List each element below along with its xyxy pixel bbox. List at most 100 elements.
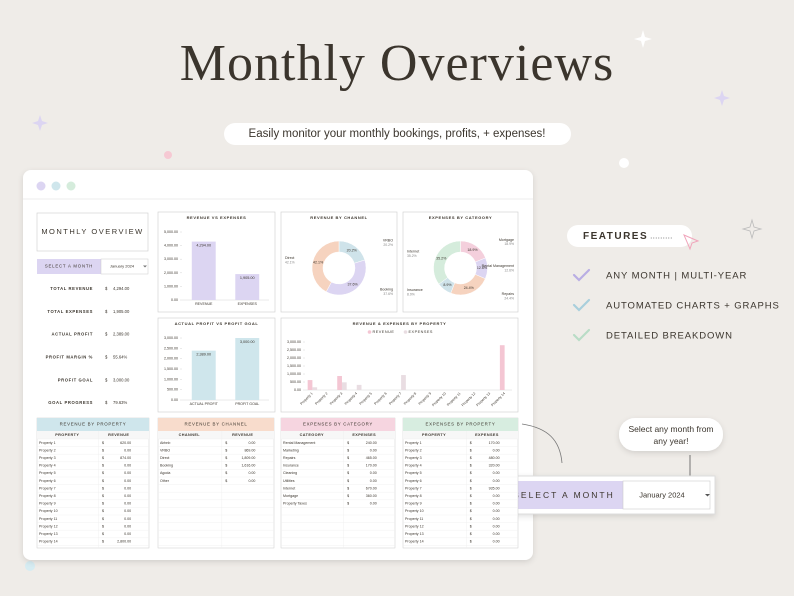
table-cell: VRBO [160,448,170,452]
table-cell: $ [347,486,349,490]
overview-select-label[interactable]: SELECT A MONTH [45,264,93,269]
table-cell: $ [102,494,104,498]
table-cell: 480.00 [489,456,500,460]
select-label[interactable]: SELECT A MONTH [513,490,615,500]
subtitle: Easily monitor your monthly bookings, pr… [249,128,546,140]
table-cell: 935.00 [489,486,500,490]
bar [341,382,347,390]
table-cell: Property 10 [405,509,424,513]
table-cell: $ [102,502,104,506]
table-cell: Property 2 [39,448,56,452]
table-cell: $ [102,524,104,528]
slice-pct-label: 18.9% [504,242,514,246]
metric-label: TOTAL REVENUE [50,286,93,291]
table-cell: 170.00 [366,464,377,468]
slice-name-label: Repairs [502,292,515,296]
table-cell: $ [347,502,349,506]
window-dot [36,181,46,191]
slice-value-label: 12.6% [477,266,488,270]
callout-text-box: Select any month from any year! [628,424,713,446]
table-title: REVENUE BY PROPERTY [60,422,127,427]
table-cell: 360.00 [366,494,377,498]
value-label: 3,000.00 [240,340,255,344]
y-tick-label: 0.00 [171,298,178,302]
table-cell: Property 13 [405,532,424,536]
table-cell: Property 1 [405,441,422,445]
select-month[interactable]: January 2024 [639,490,684,499]
slice-value-label: 20.2% [347,249,358,253]
table-cell: 0.00 [124,509,131,513]
table-cell: Property 3 [39,456,56,460]
y-tick-label: 3,000.00 [287,340,301,344]
table-column-header: PROPERTY [55,433,79,437]
table-cell: Property 9 [405,502,422,506]
table-cell: $ [225,479,227,483]
overview-title: MONTHLY OVERVIEW [41,227,143,236]
decor-sparkle [634,30,652,48]
table-cell: Property 14 [39,540,58,544]
overview-month[interactable]: January 2024 [110,264,135,269]
bar [307,380,313,390]
table-cell: $ [347,441,349,445]
metric-label: PROFIT MARGIN % [46,355,93,360]
table-cell: 0.00 [493,502,500,506]
table-cell: Rental Management [283,441,315,445]
table-cell: Internet [283,486,295,490]
table-cell: $ [470,448,472,452]
table-column-header: REVENUE [108,433,129,437]
table-column-header: CATEGORY [300,433,324,437]
chart-title: REVENUE & EXPENSES BY PROPERTY [353,321,447,326]
table-cell: $ [102,532,104,536]
legend-label: EXPENSES [409,330,433,334]
legend-swatch [403,330,408,334]
select-label-box [505,481,623,509]
decor-dot [25,561,35,571]
table-cell: Property Taxes [283,502,307,506]
chart-title: ACTUAL PROFIT VS PROFIT GOAL [175,321,259,326]
table-cell: $ [225,448,227,452]
y-tick-label: 500.00 [167,388,178,392]
bar [235,274,260,300]
metric-currency: $ [105,377,108,382]
table-cell: 240.00 [366,441,377,445]
overview-title-box [36,212,149,252]
metric-currency: $ [105,286,108,291]
slice-value-label: 42.1% [313,261,324,265]
slice-pct-label: 42.1% [285,260,295,264]
table-cell: $ [225,441,227,445]
slice-value-label: 24.4% [464,286,475,290]
dropdown-arrow [143,265,147,268]
metric-currency: $ [105,355,108,360]
slice-name-label: Mortgage [499,238,514,242]
table-cell: $ [470,494,472,498]
window-dot [66,181,76,191]
table-cell: $ [347,448,349,452]
decor-sparkle [32,115,48,131]
slice-name-label: Direct [285,256,294,260]
slice-pct-label: 12.6% [504,268,514,272]
table-cell: 0.00 [248,471,255,475]
table-cell: $ [470,441,472,445]
slice-pct-label: 24.4% [504,296,514,300]
decor-sparkle [714,90,730,106]
table-cell: 320.00 [489,464,500,468]
table-title: EXPENSES BY PROPERTY [426,422,496,427]
table-cell: Property 14 [405,540,424,544]
table-cell: $ [347,471,349,475]
table-cell: 0.00 [493,517,500,521]
chart-title: REVENUE VS EXPENSES [187,215,247,220]
y-tick-label: 1,500.00 [287,364,301,368]
y-tick-label: 1,000.00 [164,377,178,381]
slice-name-label: VRBO [383,239,393,243]
y-tick-label: 2,500.00 [287,348,301,352]
slice-name-label: Insurance [407,288,423,292]
table-title-band [158,418,274,431]
table-cell: Agoda [160,471,170,475]
slice-name-label: Rental Management [482,264,514,268]
table-cell: Property 6 [405,479,422,483]
table-cell: $ [102,471,104,475]
table-cell: $ [225,464,227,468]
decor-sparkle [741,218,763,240]
